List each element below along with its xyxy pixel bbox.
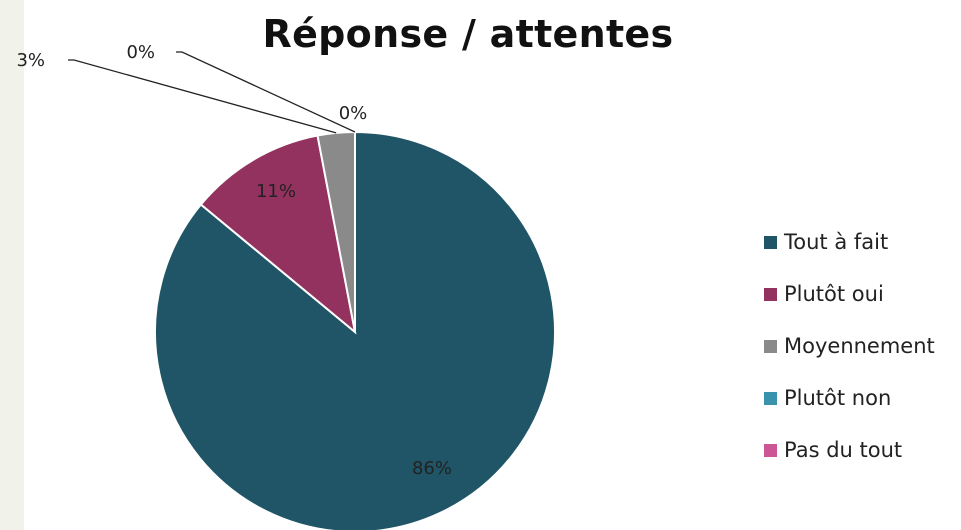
legend-label-plutot-non: Plutôt non	[784, 386, 892, 410]
leader-line-moyennement	[68, 59, 337, 134]
data-label-moyennement: 3%	[16, 50, 45, 71]
legend-swatch-tout-a-fait	[764, 235, 777, 249]
legend-label-plutot-oui: Plutôt oui	[784, 282, 884, 306]
legend-swatch-plutot-oui	[764, 287, 777, 301]
chart-title: Réponse / attentes	[262, 12, 674, 56]
legend-item-plutot-non: Plutôt non	[764, 372, 935, 424]
legend-label-pas-du-tout: Pas du tout	[784, 438, 903, 462]
data-label-plutot-oui: 11%	[256, 181, 296, 202]
chart-legend: Tout à fait Plutôt oui Moyennement Plutôt n…	[764, 216, 935, 476]
data-label-pas-du-tout: 0%	[339, 103, 368, 124]
legend-swatch-moyennement	[764, 339, 777, 353]
legend-label-moyennement: Moyennement	[784, 334, 935, 358]
pie-slice-plutot-oui	[199, 134, 357, 335]
pie-slice-tout-a-fait	[154, 130, 556, 530]
slide-edge-strip	[0, 0, 24, 530]
legend-item-tout-a-fait: Tout à fait	[764, 216, 935, 268]
legend-swatch-pas-du-tout	[764, 443, 777, 457]
leader-line-plutot-non	[176, 51, 356, 133]
legend-label-tout-a-fait: Tout à fait	[784, 230, 889, 254]
legend-swatch-plutot-non	[764, 391, 777, 405]
legend-item-moyennement: Moyennement	[764, 320, 935, 372]
data-label-plutot-non: 0%	[126, 42, 155, 63]
legend-item-pas-du-tout: Pas du tout	[764, 424, 935, 476]
data-label-tout-a-fait: 86%	[412, 458, 452, 479]
legend-item-plutot-oui: Plutôt oui	[764, 268, 935, 320]
